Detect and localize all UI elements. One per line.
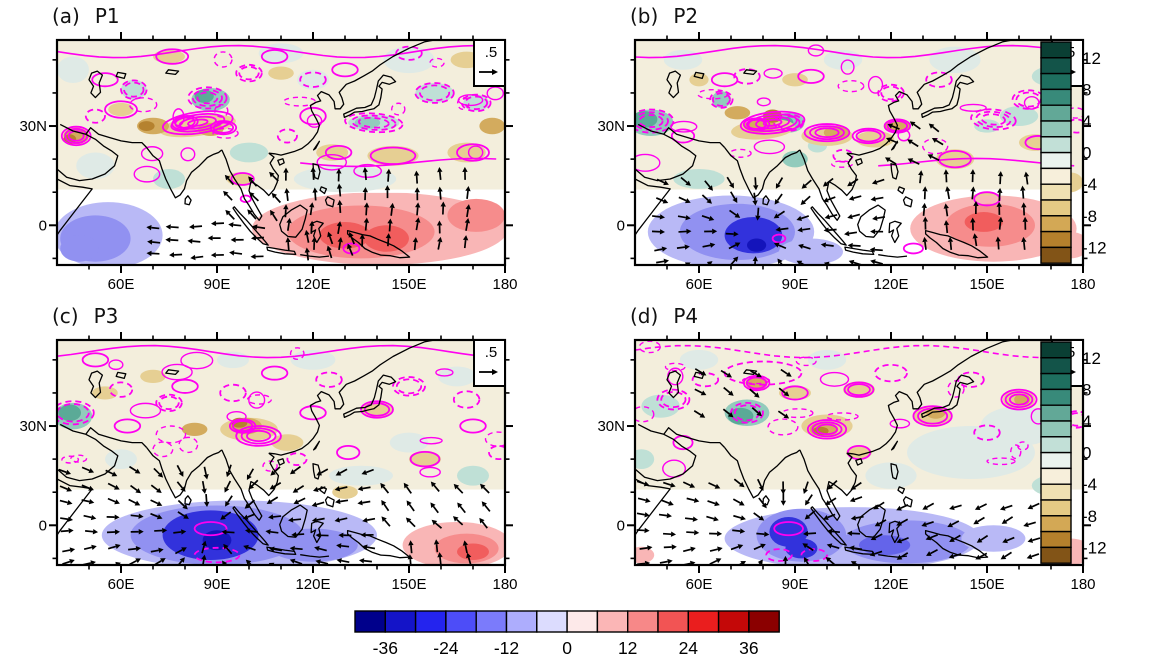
colorbar-bottom-label: 0 xyxy=(562,638,572,658)
colorbar-right-label: 4 xyxy=(1082,412,1091,431)
y-tick-label: 30N xyxy=(597,418,625,435)
colorbar-right-top: 12 8 4 0 -4 -8 -12 xyxy=(1040,41,1107,264)
x-tick-label: 60E xyxy=(108,576,135,593)
panel-d-title: (d) P4 xyxy=(630,304,698,328)
x-tick-label: 180 xyxy=(1070,276,1095,293)
x-tick-label: 150E xyxy=(391,276,426,293)
colorbar-right-label: 8 xyxy=(1082,80,1091,99)
colorbar-right-label: -12 xyxy=(1082,238,1107,257)
colorbar-bottom-label: -36 xyxy=(373,638,398,658)
x-tick-label: 120E xyxy=(295,276,330,293)
colorbar-right-label: -4 xyxy=(1082,475,1097,494)
reference-vector-label: .5 xyxy=(485,344,498,361)
panel-c-name: P3 xyxy=(93,304,119,328)
tropical-shading xyxy=(647,195,1083,265)
coastlines xyxy=(635,340,1013,559)
colorbar-right-label: -8 xyxy=(1082,207,1097,226)
map-panel-a: 60E 90E 120E 150E 180 30N 0 .5 xyxy=(19,32,518,293)
colorbar-right-label: 12 xyxy=(1082,349,1101,368)
x-tick-label: 90E xyxy=(204,576,231,593)
map-content-P1: 60E 90E 120E 150E 180 30N 0 .5 xyxy=(19,32,518,293)
panel-b-title: (b) P2 xyxy=(630,4,698,28)
y-tick-label: 30N xyxy=(19,118,47,135)
x-tick-label: 90E xyxy=(782,276,809,293)
x-tick-label: 90E xyxy=(782,576,809,593)
colorbar-bottom-label: -12 xyxy=(494,638,519,658)
x-tick-label: 180 xyxy=(492,276,517,293)
wind-vectors xyxy=(636,368,1041,565)
colorbar-right-label: 12 xyxy=(1082,49,1101,68)
map-content-P3: 60E 90E 120E 150E 180 30N 0 .5 xyxy=(19,332,518,593)
panel-b-index: (b) xyxy=(630,4,659,28)
colorbar-right-label: 4 xyxy=(1082,112,1091,131)
reference-vector-box: .5 xyxy=(473,39,506,87)
colorbar-right-label: -12 xyxy=(1082,538,1107,557)
x-tick-label: 120E xyxy=(873,276,908,293)
colorbar-bottom-label: -24 xyxy=(433,638,459,658)
y-tick-label: 0 xyxy=(617,217,625,234)
x-tick-label: 150E xyxy=(969,576,1004,593)
x-tick-label: 60E xyxy=(108,276,135,293)
colorbar-right-label: -8 xyxy=(1082,507,1097,526)
panel-c-title: (c) P3 xyxy=(52,304,118,328)
x-tick-label: 150E xyxy=(391,576,426,593)
axes-frame: 60E 90E 120E 150E 180 30N 0 xyxy=(19,32,518,293)
colorbar-right-label: 8 xyxy=(1082,380,1091,399)
x-tick-label: 60E xyxy=(686,276,713,293)
panel-c-index: (c) xyxy=(52,304,79,328)
wind-vectors xyxy=(58,464,491,565)
coastlines xyxy=(635,40,1013,259)
tropical-shading xyxy=(57,192,505,265)
y-tick-label: 0 xyxy=(617,517,625,534)
contour-clusters xyxy=(57,352,505,564)
panel-b-name: P2 xyxy=(673,4,699,28)
colorbar-bottom-label: 36 xyxy=(739,638,758,658)
colorbar-bottom: -36 -24 -12 0 12 24 36 xyxy=(354,610,780,658)
colorbar-bottom-label: 24 xyxy=(679,638,699,658)
colorbar-right-label: 0 xyxy=(1082,144,1091,163)
panel-d-name: P4 xyxy=(673,304,699,328)
x-tick-label: 180 xyxy=(492,576,517,593)
colorbar-bottom-label: 12 xyxy=(618,638,637,658)
colorbar-right-label: 0 xyxy=(1082,444,1091,463)
axes-frame: 60E 90E 120E 150E 180 30N 0 xyxy=(597,332,1096,593)
panel-a-name: P1 xyxy=(94,4,120,28)
y-tick-label: 30N xyxy=(19,418,47,435)
y-tick-label: 30N xyxy=(597,118,625,135)
contour-clusters xyxy=(60,45,492,255)
contour-waves xyxy=(57,344,505,478)
panel-a-index: (a) xyxy=(52,4,80,28)
x-tick-label: 150E xyxy=(969,276,1004,293)
reference-vector-box: .5 xyxy=(473,339,506,387)
x-tick-label: 180 xyxy=(1070,576,1095,593)
y-tick-label: 0 xyxy=(39,517,47,534)
x-tick-label: 120E xyxy=(295,576,330,593)
map-panel-c: 60E 90E 120E 150E 180 30N 0 .5 xyxy=(19,332,518,593)
x-tick-label: 120E xyxy=(873,576,908,593)
panel-a-title: (a) P1 xyxy=(52,4,120,28)
x-tick-label: 60E xyxy=(686,576,713,593)
colorbar-right-label: -4 xyxy=(1082,175,1097,194)
wind-vectors xyxy=(146,166,471,261)
reference-vector-label: .5 xyxy=(485,44,498,61)
x-tick-label: 90E xyxy=(204,276,231,293)
panel-d-index: (d) xyxy=(630,304,659,328)
colorbar-right-bottom: 12 8 4 0 -4 -8 -12 xyxy=(1040,341,1107,564)
axes-frame: 60E 90E 120E 150E 180 30N 0 xyxy=(19,332,518,593)
y-tick-label: 0 xyxy=(39,217,47,234)
axes-frame: 60E 90E 120E 150E 180 30N 0 xyxy=(597,32,1096,293)
